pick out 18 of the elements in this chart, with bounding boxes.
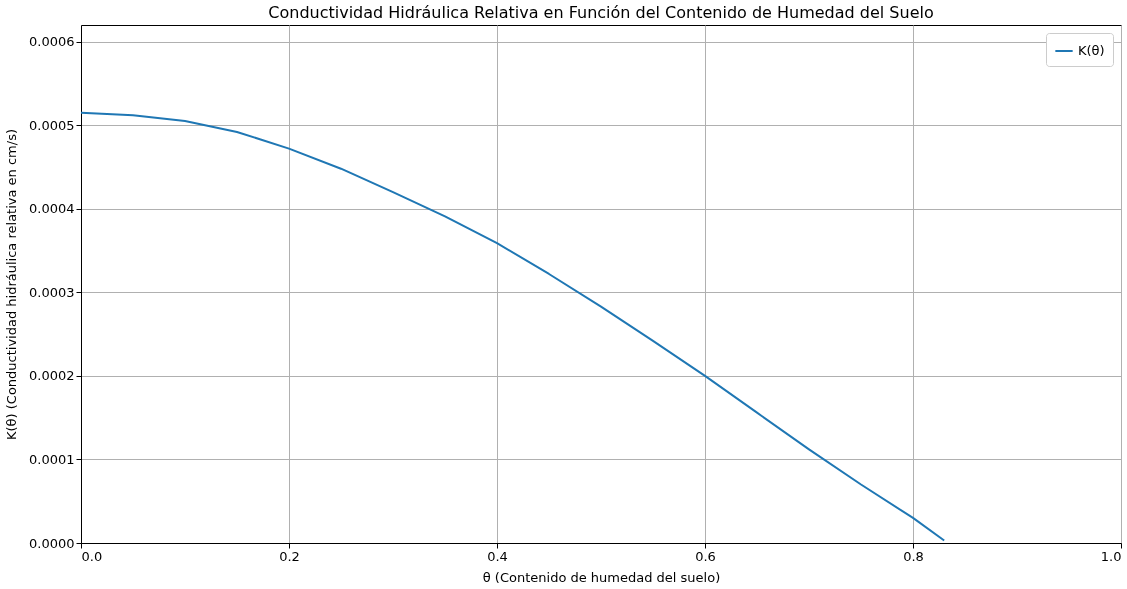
line-series — [81, 111, 946, 542]
chart-title: Conductividad Hidráulica Relativa en Función del Contenido de Humedad del Suelo — [268, 3, 934, 22]
x-tick-label: 0.4 — [487, 548, 508, 564]
legend-label: K(θ) — [1078, 43, 1105, 58]
y-tick-label: 0.0006 — [29, 34, 75, 50]
y-tick-label: 0.0000 — [29, 535, 75, 551]
y-tick-label: 0.0001 — [29, 451, 75, 467]
y-tick-label: 0.0005 — [29, 117, 75, 133]
y-tick-label: 0.0004 — [29, 201, 75, 217]
y-tick-label: 0.0002 — [29, 368, 75, 384]
x-tick-label: 0.6 — [695, 548, 716, 564]
x-tick-label: 0.8 — [903, 548, 924, 564]
y-tick-label: 0.0003 — [29, 284, 75, 300]
x-tick-label: 0.0 — [81, 548, 103, 564]
x-tick-label: 1.0 — [1100, 548, 1122, 564]
x-tick-label: 0.2 — [279, 548, 300, 564]
x-axis-title: θ (Contenido de humedad del suelo) — [482, 569, 721, 585]
y-axis-title: K(θ) (Conductividad hidráulica relativa en cm/s) — [4, 128, 20, 441]
